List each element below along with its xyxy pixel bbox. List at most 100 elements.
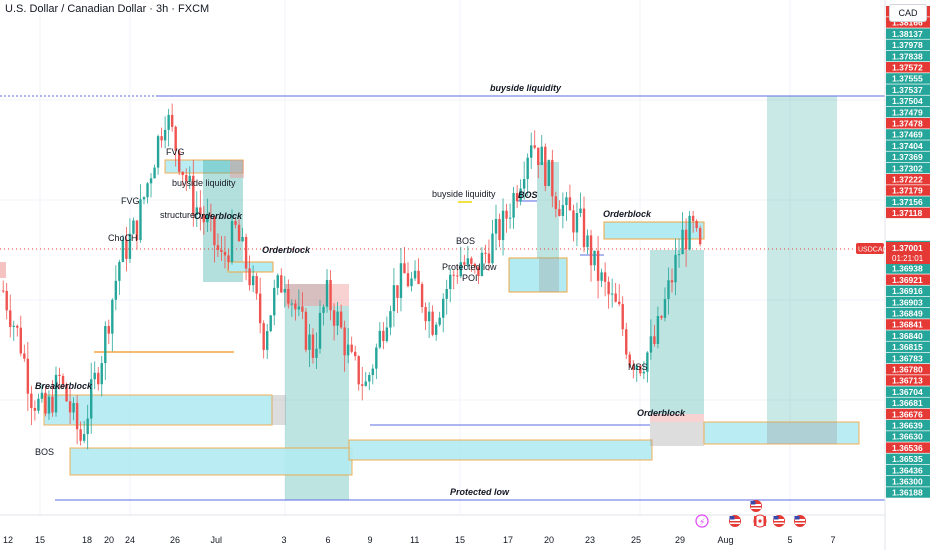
price-label-bg [886, 330, 930, 341]
choch-label: ChoCH [108, 233, 138, 243]
candle-body [262, 323, 265, 350]
candle-body [142, 197, 146, 200]
price-label: 1.36300 [892, 477, 923, 487]
candle-body [487, 253, 491, 264]
price-label: 1.37537 [892, 85, 923, 95]
gray-zone-4 [650, 422, 704, 446]
candle-body [86, 418, 89, 435]
price-label: 1.36815 [892, 342, 923, 352]
candle-body [332, 310, 336, 326]
candle-body [505, 210, 508, 219]
candle-body [470, 258, 473, 264]
candle-body [199, 207, 202, 215]
candle-body [19, 327, 22, 354]
price-label-bg [886, 73, 930, 84]
candle-body [656, 316, 660, 344]
candle-body [403, 263, 406, 274]
structure-label: structure [160, 210, 195, 220]
candle-body [530, 145, 533, 158]
candle-body [16, 325, 19, 328]
candle-body [2, 290, 5, 292]
flash-icon [695, 514, 709, 528]
candle-body [477, 266, 480, 276]
candle-body [354, 351, 357, 357]
candle-body [5, 290, 8, 311]
candle-body [269, 315, 272, 332]
candle-body [104, 326, 107, 364]
candle-body [160, 136, 163, 141]
candle-body [230, 221, 234, 262]
time-label: 9 [368, 535, 373, 545]
bos-label-mid: BOS [456, 236, 475, 246]
candle-body [121, 239, 125, 262]
price-label-bg [886, 431, 930, 442]
candle-body [417, 270, 420, 285]
price-label: 1.36630 [892, 432, 923, 442]
candle-body [297, 306, 301, 310]
price-label: 1.36849 [892, 309, 923, 319]
current-price-tag: USDCAD 1.37001 01:21:01 [856, 242, 930, 264]
candle-body [220, 249, 223, 252]
candle-body [649, 336, 653, 353]
time-label: 20 [104, 535, 114, 545]
price-label: 1.36681 [892, 398, 923, 408]
candle-body [364, 381, 367, 386]
candle-body [44, 392, 47, 414]
candle-body [695, 220, 698, 229]
candle-body [677, 254, 681, 256]
candle-body [635, 365, 638, 370]
candle-body [90, 379, 93, 419]
candle-body [273, 287, 276, 316]
annotations: buyside liquidity Protected low Breakerb… [35, 83, 686, 497]
candle-body [26, 358, 30, 394]
time-axis[interactable]: 12 15 18 20 24 26 Jul 3 6 9 11 15 17 20 23 25 29 Aug 5 7 [0, 514, 885, 545]
candle-body [537, 147, 540, 165]
buyside-liquidity-label: buyside liquidity [490, 83, 562, 93]
candle-body [473, 263, 477, 267]
candle-body [466, 258, 470, 265]
price-label: 1.36436 [892, 465, 923, 475]
time-label: 5 [788, 535, 793, 545]
candle-body [593, 250, 596, 266]
price-label: 1.37179 [892, 186, 923, 196]
candle-body [100, 363, 103, 385]
candle-body [427, 311, 431, 322]
price-label-bg [886, 95, 930, 107]
candle-body [498, 218, 501, 241]
fvg-label-1: FVG [121, 196, 140, 206]
countdown: 01:21:01 [892, 254, 924, 263]
event-icons[interactable]: ⚡ [695, 500, 806, 528]
candle-body [54, 374, 58, 413]
candle-body [512, 193, 515, 218]
candle-body [558, 209, 561, 216]
candle-body [93, 372, 96, 380]
price-label: 1.38166 [892, 18, 923, 28]
time-label: Aug [718, 535, 734, 545]
currency-button[interactable]: CAD [889, 4, 927, 22]
candle-body [294, 303, 297, 310]
price-label: 1.37555 [892, 74, 923, 84]
candle-body [139, 199, 142, 241]
candle-body [698, 228, 702, 245]
price-label-bg [886, 386, 930, 397]
candle-body [213, 216, 216, 246]
candle-body [248, 268, 251, 286]
price-label: 1.36535 [892, 454, 923, 464]
price-label: 1.36676 [892, 409, 923, 419]
candle-body [449, 274, 452, 289]
candle-body [75, 403, 79, 430]
candle-body [170, 114, 174, 127]
candle-body [276, 275, 279, 288]
price-label-bg [886, 420, 930, 431]
price-axis[interactable]: 1.383421.381661.381371.379781.378381.375… [856, 0, 932, 550]
price-label-bg [886, 151, 930, 163]
protected-low-small: Protected low [442, 262, 497, 272]
gray-zone-3 [539, 258, 559, 292]
candle-body [114, 280, 118, 300]
price-label-bg [886, 364, 930, 375]
candle-body [72, 403, 75, 413]
candle-body [216, 245, 220, 250]
price-label-bg [886, 140, 930, 151]
price-label: 1.36841 [892, 320, 923, 330]
